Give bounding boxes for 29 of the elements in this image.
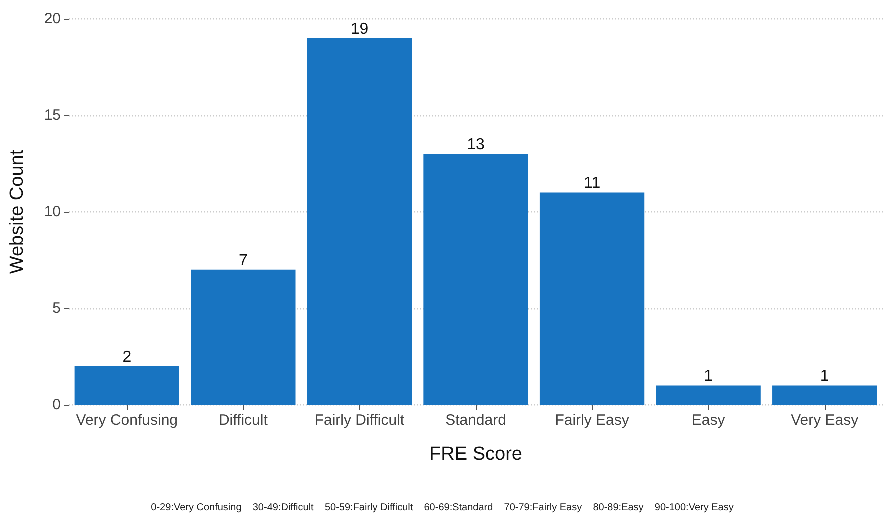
y-axis-title: Website Count xyxy=(7,149,28,274)
bar xyxy=(772,386,878,405)
bar xyxy=(74,366,180,405)
x-tick-label: Very Confusing xyxy=(76,412,178,429)
data-label: 2 xyxy=(122,348,132,366)
data-label: 1 xyxy=(704,368,714,386)
data-label: 1 xyxy=(820,368,830,386)
y-tick-label: 0 xyxy=(52,396,61,414)
data-label: 11 xyxy=(584,175,601,192)
x-tick-label: Easy xyxy=(692,412,726,429)
bar xyxy=(307,38,412,405)
y-tick-label: 20 xyxy=(44,10,61,28)
data-label: 13 xyxy=(467,136,485,154)
y-tick-label: 15 xyxy=(44,107,61,124)
bar xyxy=(191,270,296,405)
y-tick-label: 10 xyxy=(44,204,61,220)
bar xyxy=(424,154,528,405)
x-tick-label: Fairly Difficult xyxy=(314,412,406,429)
y-tick-label: 5 xyxy=(52,300,61,317)
x-tick-label: Standard xyxy=(446,412,506,429)
bar xyxy=(656,386,761,405)
text: 0-29:Very Confusing 30-49:Difficult 50-59:Fairly Difficult 60-69:Standard 70-79:Fairly Easy 80-89:Easy 90-100:Very Easy xyxy=(151,502,734,514)
x-tick-label: Fairly Easy xyxy=(555,412,630,429)
x-tick-label: Difficult xyxy=(218,412,269,429)
x-axis-title: FRE Score xyxy=(430,444,522,465)
bar xyxy=(540,192,645,405)
data-label: 19 xyxy=(350,20,369,38)
x-tick-label: Very Easy xyxy=(791,412,860,429)
data-label: 7 xyxy=(238,252,248,270)
